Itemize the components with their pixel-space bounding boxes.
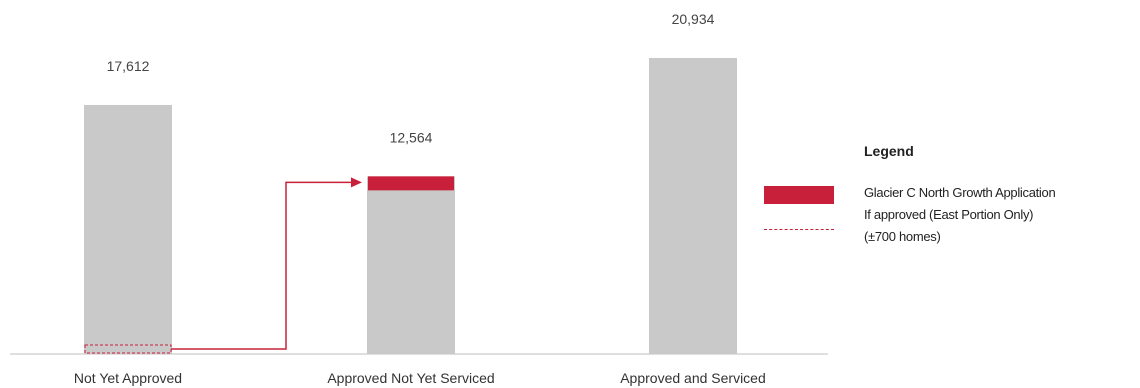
category-label-not-yet-approved: Not Yet Approved	[74, 370, 182, 386]
value-label-approved-not-yet-serviced: 12,564	[390, 129, 433, 145]
legend-title: Legend	[864, 143, 914, 159]
legend-entry-glacier-c-north: Glacier C North Growth Application	[864, 185, 1056, 200]
legend-swatch-dashed	[764, 229, 834, 230]
legend-entry-if-approved: If approved (East Portion Only)	[864, 207, 1034, 222]
legend-swatch-solid	[764, 186, 834, 204]
bar-not-yet-approved	[84, 104, 172, 354]
value-label-approved-and-serviced: 20,934	[672, 11, 715, 27]
category-label-approved-and-serviced: Approved and Serviced	[620, 370, 766, 386]
legend: Legend Glacier C North Growth Applicatio…	[764, 0, 1140, 388]
bar-approved-not-yet-serviced	[367, 176, 455, 354]
transfer-arrow	[171, 181, 355, 350]
highlight-segment-glacier-c-north	[368, 176, 454, 191]
transfer-arrowhead	[351, 177, 362, 188]
legend-entry-homes: (±700 homes)	[864, 229, 941, 244]
bar-approved-and-serviced	[649, 58, 737, 354]
value-label-not-yet-approved: 17,612	[107, 58, 150, 74]
category-label-approved-not-yet-serviced: Approved Not Yet Serviced	[327, 370, 494, 386]
